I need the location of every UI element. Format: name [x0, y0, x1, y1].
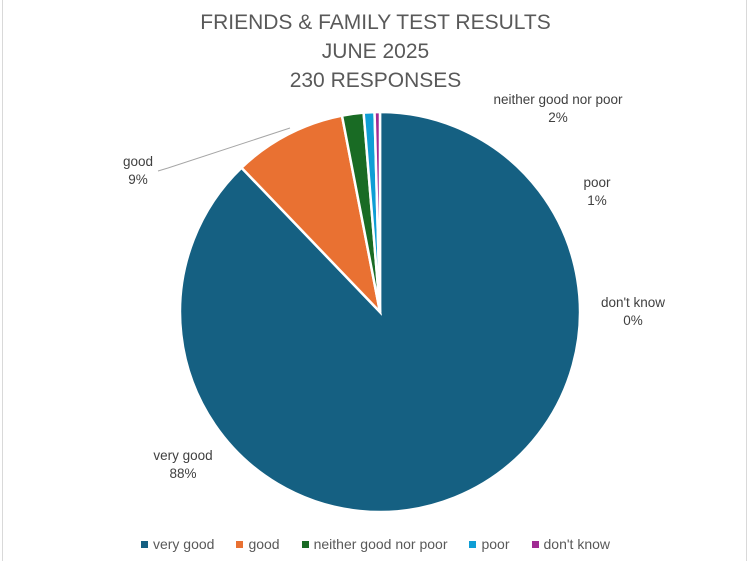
data-label-percent: 2% [548, 110, 568, 125]
legend-item: don't know [531, 536, 611, 552]
legend-swatch [301, 540, 309, 548]
legend: very good good neither good nor poor poor do… [0, 536, 751, 552]
legend-item: very good [140, 536, 215, 552]
legend-item: neither good nor poor [301, 536, 448, 552]
data-label-category: neither good nor poor [493, 92, 623, 107]
legend-swatch [531, 540, 539, 548]
legend-swatch [469, 540, 477, 548]
legend-label: very good [152, 536, 215, 552]
data-label-percent: 0% [623, 313, 643, 328]
legend-item: good [236, 536, 280, 552]
pie-slice-good [239, 114, 383, 316]
data-label-percent: 88% [169, 466, 196, 481]
legend-label: neither good nor poor [313, 536, 448, 552]
legend-label: don't know [543, 536, 611, 552]
chart-title-line-2: JUNE 2025 [321, 40, 430, 63]
leader-line-good [157, 127, 291, 172]
chart-title-line-1: FRIENDS & FAMILY TEST RESULTS [200, 11, 551, 34]
data-label-category: good [123, 154, 153, 169]
chart-title-line-3: 230 RESPONSES [289, 69, 462, 92]
legend-item: poor [469, 536, 510, 552]
legend-label: good [248, 536, 280, 552]
legend-swatch [140, 540, 148, 548]
data-label-percent: 9% [128, 172, 148, 187]
legend-label: poor [481, 536, 510, 552]
pie-slice-don-t-know [373, 110, 382, 313]
data-label-category: very good [153, 448, 212, 463]
data-label-category: poor [583, 175, 611, 190]
legend-swatch [236, 540, 244, 548]
data-label-category: don't know [601, 295, 665, 310]
data-label-percent: 1% [587, 193, 607, 208]
